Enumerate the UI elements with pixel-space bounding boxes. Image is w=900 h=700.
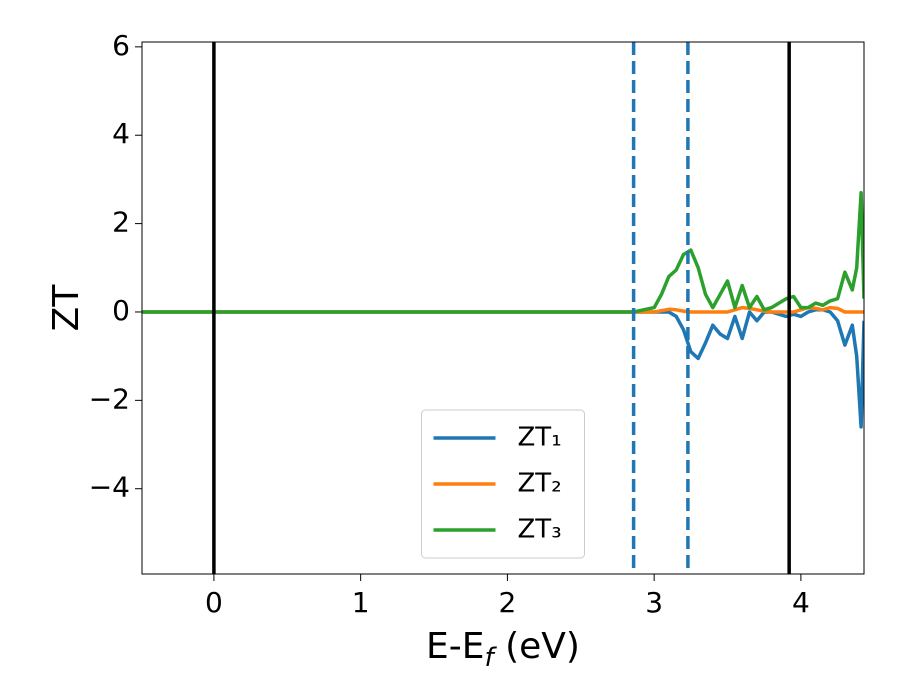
plot-frame xyxy=(141,41,865,575)
x-label-main: E-E xyxy=(426,626,484,667)
x-tick-label: 3 xyxy=(645,586,663,619)
series-line xyxy=(142,308,864,429)
series-line xyxy=(142,305,864,314)
legend-label: ZT₂ xyxy=(518,469,562,499)
y-tick-label: −2 xyxy=(89,382,130,415)
y-axis-label: ZT xyxy=(46,284,87,332)
legend-label: ZT₁ xyxy=(518,423,562,453)
legend-box xyxy=(421,409,585,559)
legend: ZT₁ ZT₂ ZT₃ xyxy=(421,409,585,559)
y-tick-label: 0 xyxy=(112,294,130,327)
y-tick-label: 2 xyxy=(112,206,130,239)
plot-area xyxy=(142,42,864,574)
x-axis-label: E-Ef (eV) xyxy=(426,626,580,673)
x-tick-label: 4 xyxy=(792,586,810,619)
x-tick-label: 2 xyxy=(498,586,516,619)
legend-label: ZT₃ xyxy=(518,515,562,545)
y-tick-label: 4 xyxy=(112,117,130,150)
y-tick-label: 6 xyxy=(112,29,130,62)
y-tick-label: −4 xyxy=(89,471,130,504)
series-line xyxy=(142,190,864,314)
x-tick-label: 0 xyxy=(205,586,223,619)
x-label-unit: (eV) xyxy=(494,626,580,667)
x-tick-label: 1 xyxy=(352,586,370,619)
